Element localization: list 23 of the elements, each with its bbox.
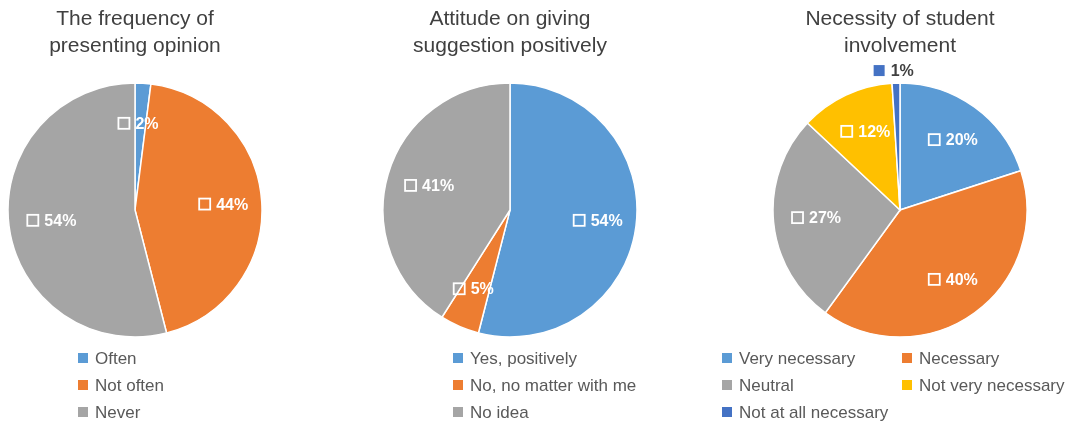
legend-label: Not very necessary — [919, 376, 1065, 395]
chart-title: Attitude on giving suggestion positively — [413, 6, 608, 56]
legend-label: Very necessary — [739, 349, 856, 368]
legend-label: Often — [95, 349, 137, 368]
data-label: 54% — [590, 211, 623, 229]
data-label: 54% — [44, 211, 77, 229]
chart-title: Necessity of student involvement — [805, 6, 995, 56]
legend-label: Not often — [95, 376, 164, 395]
data-label: 27% — [809, 209, 842, 227]
legend-label: Neutral — [739, 376, 794, 395]
data-label: 1% — [890, 62, 914, 80]
legend-label: Never — [95, 403, 141, 422]
legend-label: No, no matter with me — [470, 376, 637, 395]
data-label: 20% — [945, 131, 978, 149]
chart-title: The frequency of presenting opinion — [49, 6, 221, 56]
data-label: 12% — [858, 122, 891, 140]
legend-label: Yes, positively — [470, 349, 578, 368]
legend-label: Necessary — [919, 349, 1000, 368]
data-label: 44% — [216, 195, 249, 213]
legend-label: Not at all necessary — [739, 403, 889, 422]
data-label: 41% — [422, 176, 455, 194]
data-label: 40% — [945, 270, 978, 288]
legend-label: No idea — [470, 403, 530, 422]
